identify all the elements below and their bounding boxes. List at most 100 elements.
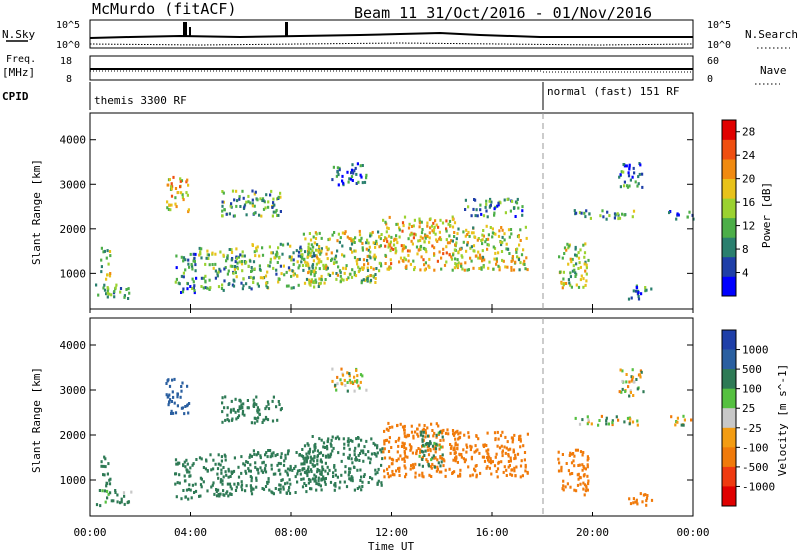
heatmap-cell-11 — [489, 457, 492, 461]
heatmap-cell-10 — [427, 442, 430, 446]
heatmap-cell-4 — [212, 458, 215, 462]
heatmap-cell-7 — [315, 488, 318, 492]
heatmap-cell-8 — [335, 388, 338, 392]
heatmap-cell-4 — [230, 470, 233, 474]
heatmap-cell-2 — [174, 196, 177, 200]
heatmap-cell-9 — [414, 475, 417, 479]
heatmap-cell-4 — [200, 247, 203, 251]
heatmap-cell-0 — [116, 493, 119, 497]
heatmap-cell-10 — [500, 243, 503, 247]
heatmap-cell-3 — [175, 254, 178, 258]
heatmap-cell-11 — [456, 447, 459, 450]
heatmap-cell-6 — [301, 455, 305, 458]
heatmap-cell-9 — [431, 429, 434, 432]
heatmap-cell-6 — [255, 485, 258, 489]
heatmap-cell-4 — [216, 472, 219, 476]
heatmap-cell-9 — [394, 440, 397, 444]
heatmap-cell-12 — [577, 251, 580, 255]
heatmap-cell-6 — [266, 270, 269, 274]
heatmap-cell-7 — [326, 465, 329, 469]
heatmap-cell-2 — [166, 379, 169, 383]
heatmap-cell-6 — [270, 251, 273, 255]
heatmap-cell-5 — [279, 191, 282, 195]
heatmap-cell-15 — [635, 500, 638, 504]
heatmap-cell-7 — [380, 463, 383, 467]
heatmap-cell-4 — [250, 266, 253, 269]
heatmap-cell-5 — [239, 399, 242, 403]
heatmap-cell-5 — [253, 421, 256, 425]
heatmap-cell-2 — [176, 392, 179, 396]
velocity-colorbar-swatches — [722, 330, 736, 507]
heatmap-cell-7 — [373, 257, 376, 261]
heatmap-cell-11 — [521, 205, 524, 209]
heatmap-cell-5 — [274, 210, 277, 214]
heatmap-cell-7 — [301, 462, 304, 466]
heatmap-cell-7 — [348, 477, 351, 481]
heatmap-cell-11 — [485, 199, 488, 203]
heatmap-cell-0 — [103, 288, 107, 292]
heatmap-cell-4 — [240, 281, 243, 285]
heatmap-cell-9 — [414, 430, 417, 434]
heatmap-cell-10 — [511, 255, 514, 258]
heatmap-cell-9 — [402, 259, 405, 263]
heatmap-cell-6 — [308, 278, 311, 282]
y-tick-label: 1000 — [60, 474, 87, 487]
heatmap-cell-7 — [339, 270, 342, 274]
heatmap-cell-7 — [310, 457, 313, 461]
heatmap-cell-6 — [275, 268, 278, 272]
heatmap-cell-7 — [342, 452, 345, 456]
heatmap-cell-7 — [312, 235, 315, 239]
heatmap-cell-12 — [581, 468, 584, 472]
heatmap-cell-3 — [192, 462, 195, 466]
heatmap-cell-4 — [218, 267, 221, 271]
heatmap-cell-4 — [247, 467, 250, 471]
heatmap-cell-12 — [586, 463, 589, 467]
heatmap-cell-13 — [614, 213, 617, 217]
heatmap-cell-14 — [638, 373, 642, 377]
heatmap-cell-12 — [573, 268, 576, 272]
heatmap-cell-4 — [206, 469, 209, 472]
heatmap-cell-6 — [290, 274, 293, 278]
heatmap-cell-1 — [100, 258, 103, 262]
heatmap-cell-9 — [411, 463, 415, 467]
heatmap-cell-4 — [250, 287, 253, 291]
heatmap-cell-7 — [349, 478, 353, 482]
heatmap-cell-0 — [104, 500, 107, 504]
heatmap-cell-7 — [310, 470, 313, 473]
heatmap-cell-7 — [368, 254, 371, 258]
heatmap-cell-9 — [425, 250, 428, 254]
heatmap-cell-7 — [380, 450, 383, 454]
heatmap-cell-14 — [628, 167, 631, 171]
heatmap-cell-10 — [424, 449, 427, 453]
heatmap-cell-0 — [114, 489, 117, 492]
heatmap-cell-10 — [420, 430, 423, 434]
heatmap-cell-7 — [319, 484, 322, 488]
heatmap-cell-10 — [472, 231, 475, 235]
heatmap-cell-2 — [172, 411, 175, 415]
heatmap-cell-9 — [441, 221, 445, 225]
heatmap-cell-4 — [249, 259, 252, 263]
heatmap-cell-0 — [120, 500, 123, 504]
heatmap-cell-2 — [182, 198, 185, 202]
heatmap-cell-9 — [407, 433, 410, 437]
heatmap-cell-9 — [403, 450, 406, 453]
heatmap-cell-4 — [208, 263, 211, 267]
heatmap-cell-12 — [579, 278, 582, 282]
heatmap-cell-7 — [376, 444, 379, 448]
heatmap-cell-5 — [264, 206, 267, 210]
heatmap-cell-9 — [388, 456, 391, 460]
heatmap-cell-5 — [229, 410, 232, 414]
heatmap-cell-8 — [357, 384, 360, 388]
heatmap-cell-9 — [382, 239, 386, 242]
heatmap-cell-7 — [379, 237, 382, 241]
heatmap-cell-10 — [491, 231, 494, 235]
heatmap-cell-6 — [313, 285, 316, 289]
heatmap-cell-9 — [397, 444, 400, 448]
heatmap-cell-4 — [220, 478, 223, 482]
heatmap-cell-7 — [303, 462, 306, 466]
heatmap-cell-12 — [586, 458, 589, 462]
heatmap-cell-10 — [477, 256, 480, 260]
heatmap-cell-10 — [472, 266, 475, 270]
heatmap-cell-6 — [287, 284, 290, 288]
heatmap-cell-9 — [390, 235, 393, 239]
